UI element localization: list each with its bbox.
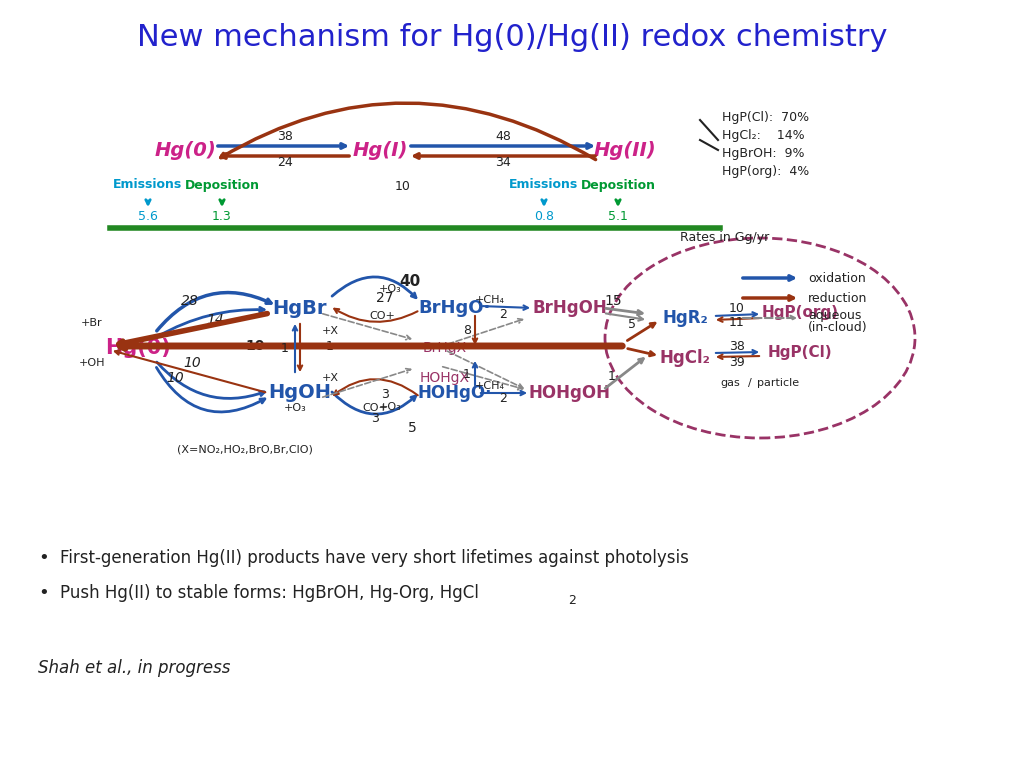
Text: First-generation Hg(II) products have very short lifetimes against photolysis: First-generation Hg(II) products have ve… xyxy=(60,549,689,567)
Text: +O₃: +O₃ xyxy=(284,403,306,413)
Text: (in-cloud): (in-cloud) xyxy=(808,322,867,335)
Text: 28: 28 xyxy=(181,294,199,308)
Text: HgP(Cl):  70%: HgP(Cl): 70% xyxy=(722,111,809,124)
Text: 1: 1 xyxy=(608,369,616,382)
Text: Rates in Gg/yr: Rates in Gg/yr xyxy=(680,231,769,244)
Text: 1: 1 xyxy=(463,369,471,382)
Text: 3: 3 xyxy=(381,389,389,402)
Text: 24: 24 xyxy=(278,157,293,170)
Text: HgCl₂:    14%: HgCl₂: 14% xyxy=(722,130,805,143)
Text: +X: +X xyxy=(322,373,339,383)
Text: 3: 3 xyxy=(371,412,379,425)
Text: Deposition: Deposition xyxy=(581,178,655,191)
Text: 1: 1 xyxy=(281,342,289,355)
Text: •: • xyxy=(38,549,49,567)
Text: 40: 40 xyxy=(399,273,421,289)
Text: +OH: +OH xyxy=(79,358,105,368)
Text: 38: 38 xyxy=(729,340,744,353)
Text: 14: 14 xyxy=(206,313,224,327)
Text: BrHgOH: BrHgOH xyxy=(532,299,607,317)
Text: +O₃: +O₃ xyxy=(379,284,401,294)
Text: 5: 5 xyxy=(628,317,636,330)
Text: HgBr: HgBr xyxy=(272,299,328,317)
Text: HgR₂: HgR₂ xyxy=(663,309,708,327)
Text: HgOH: HgOH xyxy=(268,383,332,402)
Text: +CH₄: +CH₄ xyxy=(475,295,505,305)
Text: 1.3: 1.3 xyxy=(212,210,231,223)
Text: (X=NO₂,HO₂,BrO,Br,ClO): (X=NO₂,HO₂,BrO,Br,ClO) xyxy=(177,445,313,455)
Text: 2: 2 xyxy=(499,392,507,405)
Text: •: • xyxy=(38,584,49,602)
Text: HOHgO·: HOHgO· xyxy=(418,384,493,402)
Text: CO+: CO+ xyxy=(369,311,395,321)
Text: Push Hg(II) to stable forms: HgBrOH, Hg-Org, HgCl: Push Hg(II) to stable forms: HgBrOH, Hg-… xyxy=(60,584,479,602)
Text: +Br: +Br xyxy=(81,318,102,328)
Text: Shah et al., in progress: Shah et al., in progress xyxy=(38,659,230,677)
Text: 34: 34 xyxy=(496,157,511,170)
Text: HgCl₂: HgCl₂ xyxy=(659,349,711,367)
Text: 2: 2 xyxy=(568,594,575,607)
Text: +CH₄: +CH₄ xyxy=(475,381,505,391)
Text: Hg(0): Hg(0) xyxy=(155,141,216,160)
Text: 2: 2 xyxy=(499,307,507,320)
Text: 27: 27 xyxy=(376,291,394,305)
Text: Emissions: Emissions xyxy=(114,178,182,191)
Text: aqueous: aqueous xyxy=(808,310,861,323)
Text: particle: particle xyxy=(757,378,799,388)
Text: Deposition: Deposition xyxy=(184,178,259,191)
Text: 5: 5 xyxy=(408,421,417,435)
Text: +X: +X xyxy=(322,326,339,336)
Text: reduction: reduction xyxy=(808,292,867,304)
Text: New mechanism for Hg(0)/Hg(II) redox chemistry: New mechanism for Hg(0)/Hg(II) redox che… xyxy=(137,24,887,52)
Text: oxidation: oxidation xyxy=(808,272,865,284)
Text: 10: 10 xyxy=(183,356,201,370)
Text: 10: 10 xyxy=(166,371,184,385)
Text: gas: gas xyxy=(720,378,740,388)
Text: 1: 1 xyxy=(326,339,334,353)
Text: 39: 39 xyxy=(729,356,744,369)
Text: BrHgX: BrHgX xyxy=(423,341,467,355)
Text: 10: 10 xyxy=(246,339,264,353)
Text: 0.8: 0.8 xyxy=(534,210,554,223)
Text: Hg(II): Hg(II) xyxy=(594,141,656,160)
Text: CO+: CO+ xyxy=(362,403,388,413)
Text: +O₃: +O₃ xyxy=(379,402,401,412)
Text: HgBrOH:  9%: HgBrOH: 9% xyxy=(722,147,805,161)
Text: 5.1: 5.1 xyxy=(608,210,628,223)
Text: HgP(Cl): HgP(Cl) xyxy=(768,346,833,360)
Text: HOHgOH: HOHgOH xyxy=(529,384,611,402)
Text: Hg(0): Hg(0) xyxy=(105,338,171,358)
Text: HOHgX: HOHgX xyxy=(420,371,470,385)
Text: 15: 15 xyxy=(604,294,622,308)
Text: 11: 11 xyxy=(729,316,744,329)
Text: 10: 10 xyxy=(729,302,744,315)
Text: HgP(org):  4%: HgP(org): 4% xyxy=(722,165,809,178)
Text: Hg(I): Hg(I) xyxy=(352,141,408,160)
Text: 48: 48 xyxy=(495,130,511,143)
Text: HgP(org): HgP(org) xyxy=(762,306,839,320)
Text: 10: 10 xyxy=(395,180,411,193)
Text: /: / xyxy=(749,378,752,388)
Text: BrHgO·: BrHgO· xyxy=(419,299,492,317)
Text: 38: 38 xyxy=(278,130,293,143)
Text: 8: 8 xyxy=(463,323,471,336)
Text: Emissions: Emissions xyxy=(509,178,579,191)
Text: 5.6: 5.6 xyxy=(138,210,158,223)
